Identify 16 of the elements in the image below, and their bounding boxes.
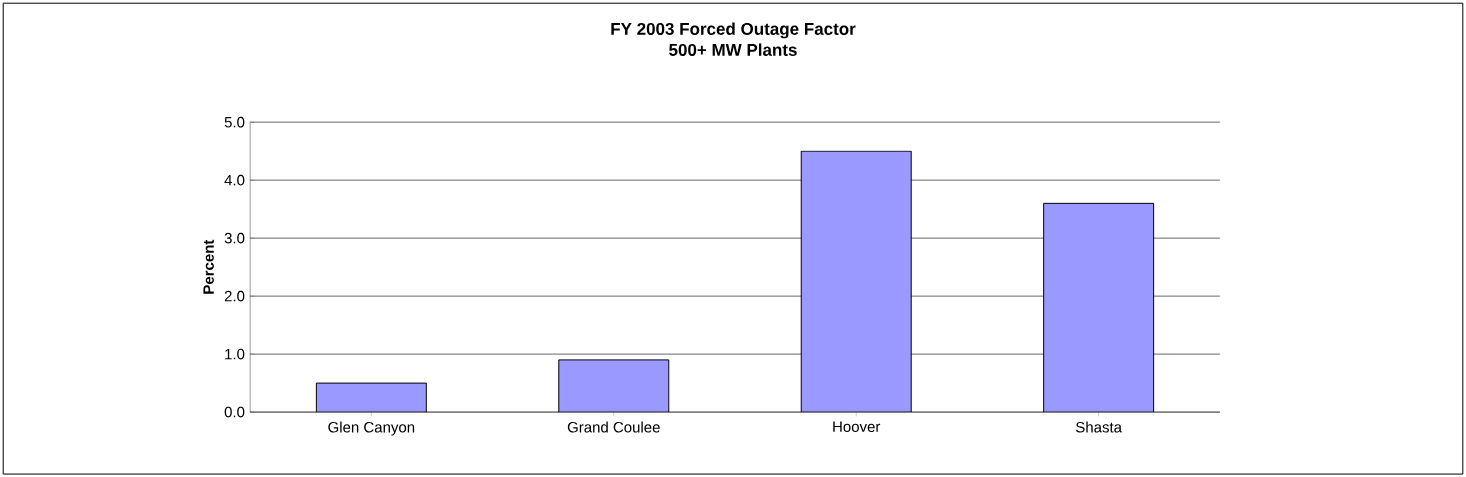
y-tick-label: 4.0: [224, 174, 245, 186]
bar: [315, 382, 427, 412]
x-tick-label: Hoover: [833, 421, 881, 432]
x-tick-label: Shasta: [1075, 421, 1122, 433]
bar: [558, 359, 670, 412]
y-tick-label: 5.0: [224, 116, 245, 128]
bar: [800, 150, 912, 412]
x-tick-label: Glen Canyon: [328, 421, 415, 436]
y-tick-label: 3.0: [224, 232, 245, 244]
chart-title: FY 2003 Forced Outage Factor 500+ MW Plants: [611, 22, 856, 56]
bar: [1043, 202, 1155, 412]
y-tick-label: 1.0: [225, 348, 245, 360]
y-axis-title: Percent: [203, 239, 214, 294]
x-tick-label: Grand Coulee: [567, 421, 660, 433]
y-tick-label: 0.0: [224, 406, 245, 418]
y-tick-label: 2.0: [224, 290, 245, 302]
